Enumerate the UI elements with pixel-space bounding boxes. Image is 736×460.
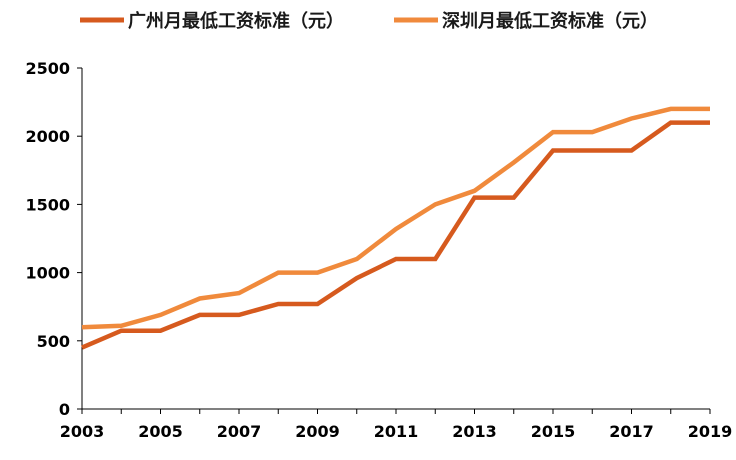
- y-tick-label: 1500: [25, 195, 70, 214]
- legend-item-guangzhou: 广州月最低工资标准（元）: [80, 10, 344, 32]
- x-tick-label: 2007: [217, 422, 262, 441]
- y-tick-label: 500: [37, 332, 70, 351]
- series-line-guangzhou: [81, 120, 710, 350]
- x-tick-label: 2013: [452, 422, 497, 441]
- legend-label-guangzhou: 广州月最低工资标准（元）: [128, 10, 344, 32]
- x-tick-label: 2017: [609, 422, 654, 441]
- axes: 0 500 1000 1500 2000 2500 2003 2005 2007 2009 2011…: [25, 59, 732, 441]
- y-tick-label: 1000: [25, 264, 70, 283]
- series-group: [81, 106, 710, 350]
- legend: 广州月最低工资标准（元） 深圳月最低工资标准（元）: [80, 10, 658, 32]
- x-tick-label: 2015: [531, 422, 576, 441]
- y-tick-label: 2000: [25, 127, 70, 146]
- y-tick-label: 0: [59, 400, 70, 419]
- x-tick-label: 2019: [688, 422, 733, 441]
- series-line-shenzhen: [81, 106, 710, 330]
- x-tick-label: 2003: [60, 422, 105, 441]
- x-tick-label: 2005: [138, 422, 183, 441]
- legend-item-shenzhen: 深圳月最低工资标准（元）: [394, 10, 658, 32]
- x-tick-label: 2011: [374, 422, 419, 441]
- legend-label-shenzhen: 深圳月最低工资标准（元）: [442, 10, 658, 32]
- y-tick-label: 2500: [25, 59, 70, 78]
- x-tick-label: 2009: [295, 422, 340, 441]
